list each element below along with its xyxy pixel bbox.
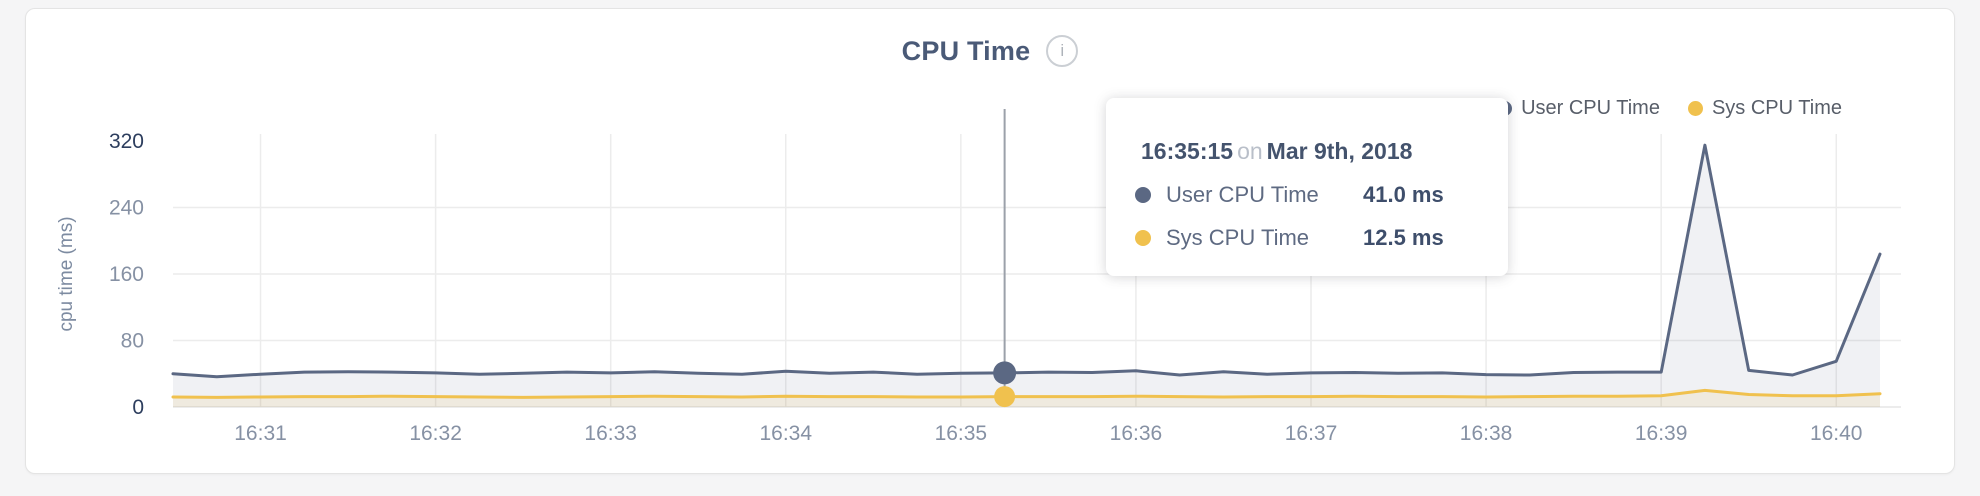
y-tick-label: 320	[109, 130, 144, 153]
x-tick-label: 16:33	[584, 422, 637, 445]
x-tick-label: 16:40	[1810, 422, 1863, 445]
legend-item-sys-cpu-time[interactable]: Sys CPU Time	[1687, 97, 1842, 120]
sys-cpu-legend-dot-icon	[1687, 101, 1703, 116]
tooltip-time: 16:35:15	[1141, 138, 1234, 164]
tooltip-conjunction: on	[1237, 138, 1263, 164]
chart-header: CPU Time i	[26, 35, 1954, 67]
x-tick-label: 16:32	[409, 422, 462, 445]
x-tick-label: 16:37	[1285, 422, 1338, 445]
tooltip-row-value: 12.5 ms	[1363, 225, 1444, 250]
user-cpu-dot-icon	[1135, 187, 1151, 203]
series-line-0	[171, 143, 1882, 379]
tooltip-header: 16:35:15 on Mar 9th, 2018	[1135, 138, 1508, 165]
x-tick-label: 16:35	[935, 422, 988, 445]
y-tick-label: 0	[132, 396, 144, 419]
legend: User CPU Time Sys CPU Time	[1497, 97, 1842, 120]
series-line-1	[171, 388, 1882, 399]
tooltip-row-label: User CPU Time	[1166, 182, 1319, 207]
tooltip-date: Mar 9th, 2018	[1266, 138, 1413, 164]
cpu-time-card: CPU Time i 16:31 16:32 16:33 16:34 16:35 16:3…	[25, 8, 1955, 474]
legend-label: User CPU Time	[1521, 97, 1660, 119]
sys-cpu-dot-icon	[1135, 230, 1151, 246]
info-icon[interactable]: i	[1046, 35, 1079, 67]
y-axis-title: cpu time (ms)	[56, 216, 77, 331]
x-tick-label: 16:36	[1110, 422, 1163, 445]
cpu-time-chart[interactable]: 16:31 16:32 16:33 16:34 16:35 16:36 16:37 16:38…	[26, 9, 1954, 473]
x-tick-label: 16:38	[1460, 422, 1513, 445]
legend-item-user-cpu-time[interactable]: User CPU Time	[1497, 97, 1660, 120]
chart-tooltip: 16:35:15 on Mar 9th, 2018 User CPU Time 41…	[1106, 98, 1508, 276]
x-tick-label: 16:39	[1635, 422, 1688, 445]
y-tick-label: 160	[109, 263, 144, 286]
y-tick-label: 80	[121, 330, 144, 353]
tooltip-row-user: User CPU Time 41.0 ms	[1135, 182, 1508, 208]
series-area-1	[173, 390, 1880, 407]
hover-point-sys[interactable]	[994, 386, 1016, 408]
x-tick-label: 16:34	[759, 422, 812, 445]
x-tick-label: 16:31	[234, 422, 287, 445]
tooltip-row-sys: Sys CPU Time 12.5 ms	[1135, 225, 1508, 251]
legend-label: Sys CPU Time	[1711, 97, 1842, 119]
chart-title: CPU Time	[901, 35, 1031, 66]
hover-point-user[interactable]	[993, 361, 1017, 385]
y-tick-label: 240	[109, 197, 144, 220]
tooltip-row-label: Sys CPU Time	[1166, 225, 1310, 250]
tooltip-row-value: 41.0 ms	[1363, 182, 1444, 207]
series-area-0	[173, 145, 1880, 407]
